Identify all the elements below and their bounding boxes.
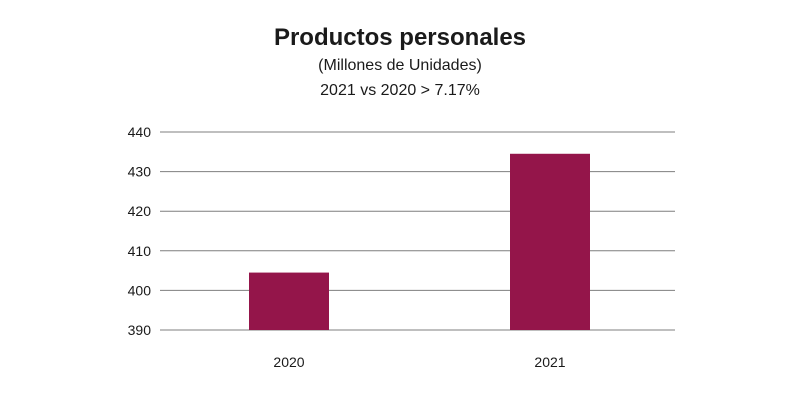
y-tick-label: 420 [128,203,152,219]
y-tick-label: 430 [128,164,152,180]
bar-2021 [510,153,590,330]
y-axis-ticks: 390 400 410 420 430 440 [128,124,152,338]
x-axis-ticks: 2020 2021 [273,354,565,370]
bar-2020 [249,272,329,330]
x-tick-label: 2020 [273,354,304,370]
chart-title: Productos personales [273,24,527,51]
y-tick-label: 390 [128,322,152,338]
chart-subtitle: (Millones de Unidades) [318,57,482,74]
gridlines [160,131,675,331]
y-tick-label: 410 [128,243,152,259]
y-tick-label: 400 [128,282,152,298]
x-tick-label: 2021 [534,354,565,370]
growth-annotation: 2021 vs 2020 > 7.17% [320,82,480,99]
bars [249,153,590,330]
y-tick-label: 440 [128,124,152,140]
